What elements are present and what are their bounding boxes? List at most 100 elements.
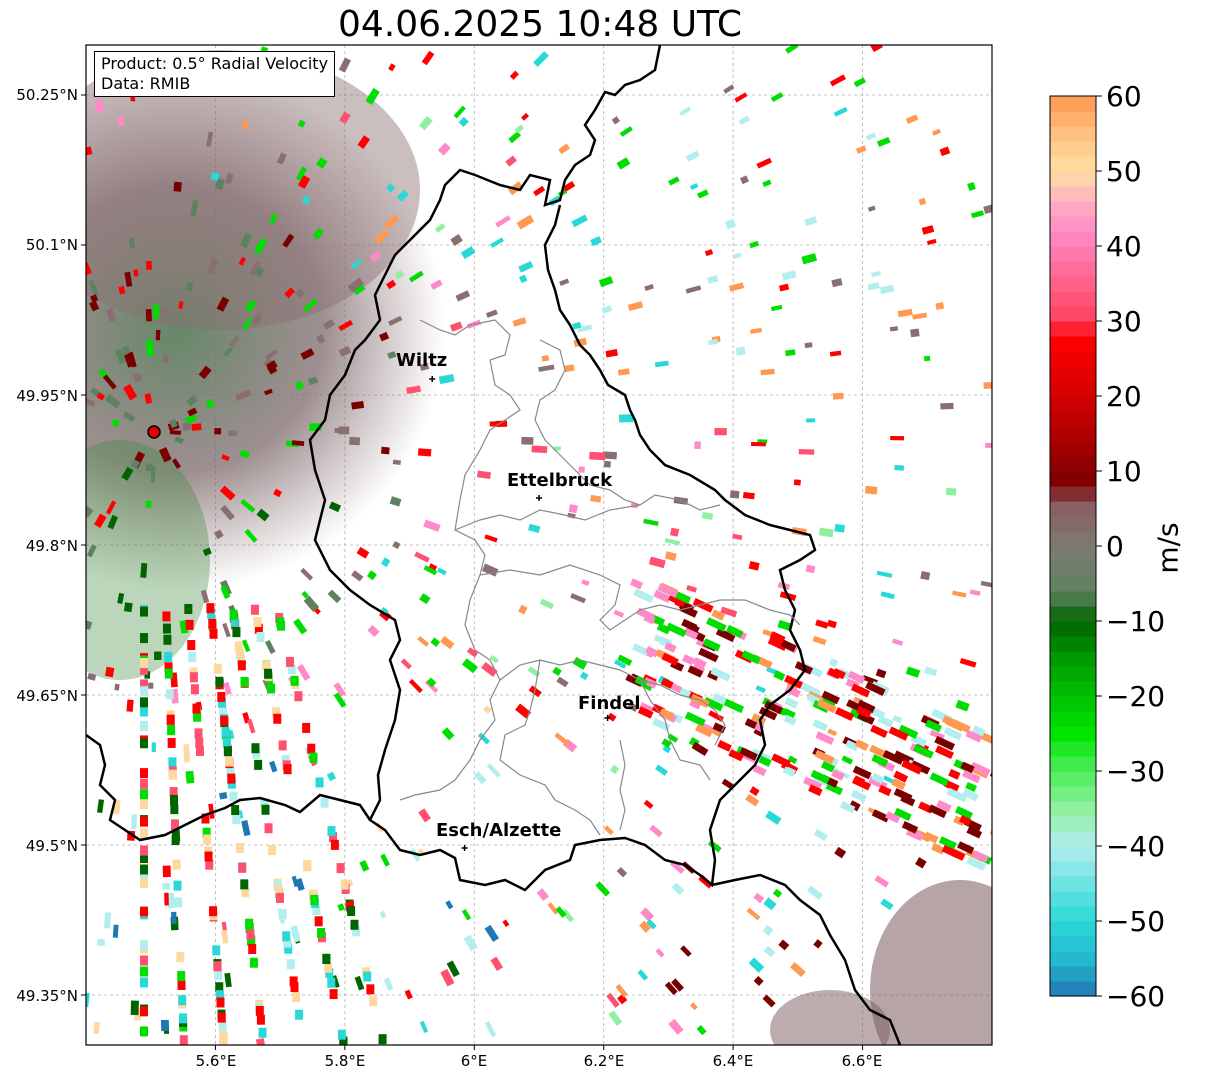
echo-cell [891, 638, 904, 646]
echo-cell [490, 956, 503, 971]
echo-cell [481, 661, 498, 677]
echo-cell [878, 784, 892, 797]
echo-cell [232, 627, 241, 638]
echo-cell [712, 692, 727, 705]
echo-cell [784, 697, 799, 709]
echo-cell [145, 463, 153, 472]
colorbar-tick-minus10: −10 [1106, 605, 1166, 638]
echo-cell [867, 282, 880, 291]
lat-label-49.35: 49.35°N [16, 987, 78, 1005]
echo-cell [509, 70, 519, 80]
echo-cell [806, 418, 816, 423]
echo-cell [208, 618, 217, 629]
echo-cell [466, 647, 479, 658]
echo-cell [818, 527, 834, 538]
echo-cell [829, 658, 839, 667]
echo-cell [423, 565, 438, 576]
echo-cell [613, 609, 625, 618]
echo-cell [710, 667, 731, 682]
echo-cell [201, 813, 210, 824]
echo-cell [97, 799, 105, 814]
echo-cell [173, 880, 182, 891]
echo-cell [704, 249, 714, 257]
echo-cell [404, 989, 413, 1000]
echo-cell [357, 135, 371, 149]
echo-cell [877, 715, 894, 728]
echo-cell [140, 828, 148, 839]
echo-cell [934, 735, 955, 751]
echo-cell [603, 460, 611, 468]
echo-cell [606, 992, 620, 1008]
lon-label-5.6: 5.6°E [195, 1052, 237, 1070]
echo-cell [140, 845, 148, 856]
echo-cell [734, 92, 748, 103]
echo-cell [681, 654, 695, 666]
colorbar-tick-10: 10 [1106, 455, 1142, 488]
echo-cell [145, 500, 152, 508]
echo-cell [450, 233, 463, 246]
echo-cell [312, 905, 321, 916]
echo-cell [894, 465, 904, 471]
echo-cell [291, 440, 305, 446]
echo-cell [214, 178, 225, 190]
echo-cell [225, 756, 234, 767]
echo-cell [140, 768, 148, 779]
echo-cell [814, 749, 835, 765]
echo-cell [297, 175, 311, 189]
echo-cell [653, 589, 672, 603]
echo-cell [808, 784, 823, 797]
echo-cell [324, 962, 333, 973]
echo-cell [89, 300, 100, 312]
echo-cell [408, 678, 423, 694]
echo-cell [161, 1019, 169, 1032]
echo-cell [684, 711, 706, 727]
echo-cell [309, 889, 318, 900]
echo-cell [633, 588, 654, 604]
echo-cell [185, 619, 194, 630]
echo-cell [170, 819, 179, 830]
echo-cell [928, 804, 947, 819]
echo-cell [247, 718, 256, 734]
echo-cell [812, 719, 829, 732]
echo-cell [379, 331, 390, 342]
echo-cell [617, 994, 628, 1005]
echo-cell [656, 622, 671, 635]
echo-cell [389, 496, 402, 507]
echo-cell [193, 711, 202, 722]
echo-cell [337, 1029, 346, 1040]
echo-cell [231, 805, 240, 816]
echo-cell [617, 368, 630, 376]
echo-cell [385, 183, 396, 193]
echo-cell [512, 317, 527, 327]
echo-cell [438, 373, 455, 385]
echo-cell [683, 627, 699, 640]
colorbar-unit-label: m/s [1151, 522, 1185, 574]
echo-cell [338, 57, 351, 73]
echo-cell [255, 1038, 266, 1045]
echo-cell [169, 794, 178, 805]
echo-cell [322, 954, 331, 965]
echo-cell [220, 715, 229, 726]
echo-cell [236, 649, 245, 660]
echo-cell [598, 276, 614, 288]
echo-cell [611, 116, 621, 125]
echo-cell [918, 197, 927, 206]
echo-cell [172, 859, 181, 870]
echo-cell [290, 675, 299, 686]
echo-cell [248, 944, 257, 955]
echo-cell [445, 900, 454, 910]
echo-cell [687, 665, 704, 678]
echo-cell [188, 652, 197, 663]
echo-cell [315, 334, 326, 345]
echo-cell [590, 494, 602, 503]
echo-cell [171, 458, 182, 469]
echo-cell [314, 916, 323, 927]
echo-cell [801, 253, 818, 265]
echo-cell [449, 321, 463, 332]
echo-cell [381, 606, 389, 615]
echo-cell [326, 771, 337, 782]
echo-cell [921, 225, 935, 235]
echo-cell [162, 611, 171, 622]
echo-cell [273, 713, 282, 724]
colorbar-tick-minus20: −20 [1106, 680, 1166, 713]
